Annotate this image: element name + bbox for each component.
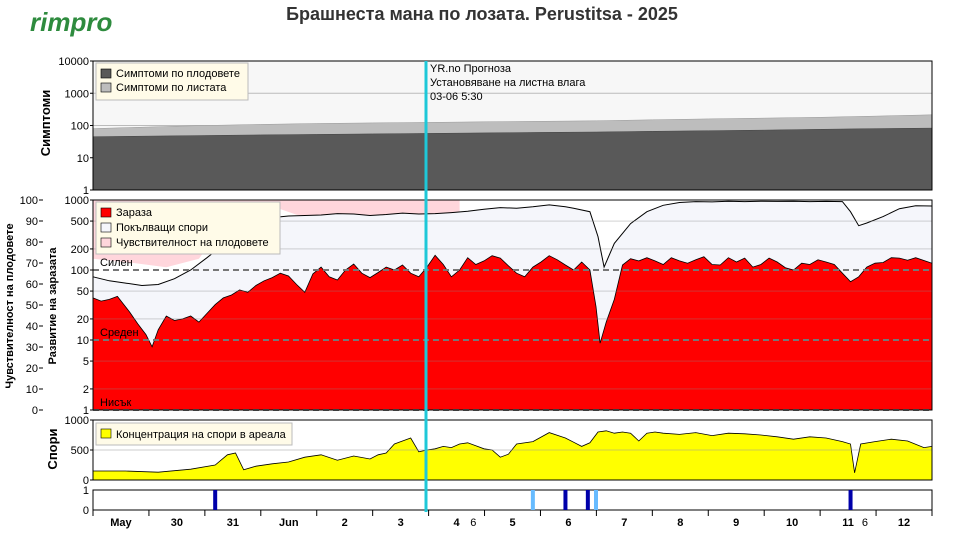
spores-legend-box (95, 422, 293, 446)
infection-legend-box (95, 201, 281, 255)
infection-line (92, 254, 933, 348)
susceptibility-ytick-label: 10 (26, 384, 38, 396)
spore-concentration-line (93, 430, 933, 473)
infection-ytick-label: 1000 (65, 195, 89, 207)
x-tick-label: Jun (279, 517, 299, 529)
legend-swatch-spore-concentration (100, 428, 112, 439)
symptoms-panel: 1 10 100 1000 10000 Симптоми по плодовете Симп… (58, 56, 933, 197)
susceptibility-ytick-label: 30 (26, 342, 38, 354)
legend-label-fruit-susceptibility: Чувствителност на плодовете (116, 237, 269, 249)
symptoms-legend-box (95, 62, 249, 101)
chart-title: Брашнеста мана по лозата. Perustitsa - 2… (286, 4, 678, 24)
spores-panel: 0 500 1000 Концентрация на спори в ареала (65, 415, 933, 487)
infection-ytick-label: 200 (71, 244, 89, 256)
forecast-event: Установяване на листна влага (430, 77, 586, 89)
symptoms-ytick-label: 100 (71, 121, 89, 133)
legend-label-spore-concentration: Концентрация на спори в ареала (116, 429, 287, 441)
spores-ytick-label: 0 (83, 475, 89, 487)
legend-label-infection: Зараза (116, 207, 153, 219)
legend-swatch-fruit-symptoms (100, 68, 112, 79)
susceptibility-ytick-label: 50 (26, 300, 38, 312)
events-ytick-label: 0 (83, 505, 89, 517)
susceptibility-ytick-label: 100 (20, 195, 38, 207)
infection-frame (92, 199, 933, 411)
susceptibility-ytick-label: 90 (26, 216, 38, 228)
symptoms-ytick-label: 1000 (65, 88, 89, 100)
spores-ylabel: Спори (45, 428, 60, 469)
susceptibility-ytick-label: 60 (26, 279, 38, 291)
x-tick-label: May (110, 517, 132, 529)
infection-ytick-label: 1 (83, 405, 89, 417)
risk-level-label: Нисък (100, 397, 131, 409)
x-tick-label: 11 (842, 517, 854, 529)
event-mark (213, 490, 218, 510)
x-tick-label: 4 (454, 517, 461, 529)
spore-concentration-area (93, 430, 932, 480)
symptoms-ytick-label: 10000 (58, 56, 89, 68)
susceptibility-ytick-label: 0 (32, 405, 38, 417)
fruit-symptoms-area (92, 127, 933, 191)
event-mark (593, 490, 598, 510)
x-tick-label: 10 (786, 517, 798, 529)
infection-ytick-label: 20 (77, 314, 89, 326)
infection-panel: Силен Среден Нисък 1 2 5 10 20 50 100 200 500 1000 0 1… (20, 195, 933, 417)
events-panel: 01 (83, 485, 933, 517)
infection-ytick-label: 5 (83, 356, 89, 368)
event-mark (530, 490, 535, 510)
symptoms-ytick-label: 1 (83, 185, 89, 197)
infection-ytick-label: 10 (77, 335, 89, 347)
event-mark (848, 490, 853, 510)
susceptibility-ytick-label: 20 (26, 363, 38, 375)
susceptibility-ytick-label: 70 (26, 258, 38, 270)
event-mark (563, 490, 568, 510)
infection-ytick-label: 2 (83, 384, 89, 396)
event-mark (585, 490, 590, 510)
infection-ylabel: Развитие на заразата (47, 247, 59, 365)
legend-label-fruit-symptoms: Симптоми по плодовете (116, 68, 240, 80)
symptoms-ytick-label: 10 (77, 153, 89, 165)
x-tick-label: 30 (171, 517, 183, 529)
forecast-annotation: YR.no Прогноза Установяване на листна вл… (430, 63, 586, 103)
susceptibility-ytick-label: 80 (26, 237, 38, 249)
x-tick-label: 6 (470, 517, 476, 529)
x-tick-label: 12 (898, 517, 910, 529)
susceptibility-ylabel: Чувствителност на плодовете (4, 223, 16, 388)
legend-label-germinating-spores: Покълващи спори (116, 222, 208, 234)
risk-level-label: Среден (100, 327, 139, 339)
legend-swatch-fruit-susceptibility (100, 237, 112, 248)
x-tick-label: 5 (509, 517, 515, 529)
rimpro-logo: rimpro (30, 7, 112, 37)
legend-swatch-infection (100, 207, 112, 218)
infection-ytick-label: 50 (77, 286, 89, 298)
x-tick-label: 2 (342, 517, 348, 529)
legend-swatch-leaf-symptoms (100, 82, 112, 93)
x-tick-label: 8 (677, 517, 683, 529)
events-ytick-label: 1 (83, 485, 89, 497)
x-tick-label: 6 (862, 517, 868, 529)
spores-ytick-label: 500 (71, 445, 89, 457)
events-frame (92, 489, 933, 511)
infection-ytick-label: 100 (71, 265, 89, 277)
legend-label-leaf-symptoms: Симптоми по листата (116, 82, 227, 94)
risk-level-label: Силен (100, 257, 133, 269)
x-tick-label: 31 (227, 517, 239, 529)
legend-swatch-germinating-spores (100, 222, 112, 233)
x-tick-label: 3 (398, 517, 404, 529)
symptoms-ylabel: Симптоми (38, 90, 53, 156)
x-axis: May 30 31 Jun 2 3 4 6 5 6 7 8 9 10 11 6 12 (92, 510, 933, 529)
forecast-source: YR.no Прогноза (430, 63, 512, 75)
infection-ytick-label: 500 (71, 216, 89, 228)
infection-area (93, 255, 932, 410)
susceptibility-ytick-label: 40 (26, 321, 38, 333)
spores-ytick-label: 1000 (65, 415, 89, 427)
x-tick-label: 6 (565, 517, 571, 529)
forecast-time: 03-06 5:30 (430, 91, 483, 103)
x-tick-label: 9 (733, 517, 739, 529)
x-tick-label: 7 (621, 517, 627, 529)
